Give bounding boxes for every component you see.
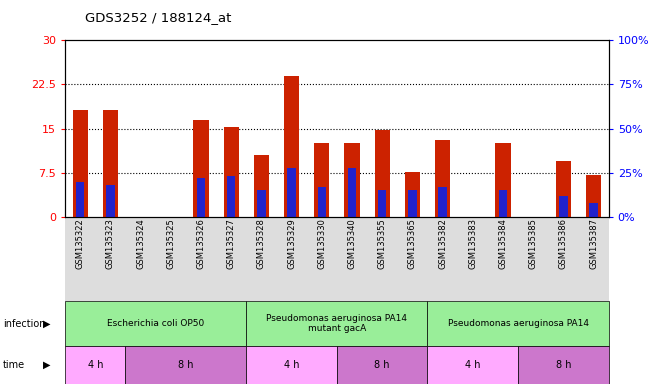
Bar (284, 76, 299, 217)
Bar (344, 143, 359, 217)
Bar (288, 167, 296, 217)
Bar (73, 110, 88, 217)
Text: 8 h: 8 h (374, 360, 390, 370)
Bar (378, 190, 386, 217)
Text: time: time (3, 360, 25, 370)
Bar (435, 141, 450, 217)
Bar (197, 178, 205, 217)
Bar (405, 172, 420, 217)
Bar (106, 185, 115, 217)
Text: 4 h: 4 h (284, 360, 299, 370)
Text: Pseudomonas aeruginosa PA14: Pseudomonas aeruginosa PA14 (448, 319, 589, 328)
Bar (495, 143, 510, 217)
Text: ▶: ▶ (43, 360, 51, 370)
Bar (408, 190, 417, 217)
Bar (374, 131, 390, 217)
Text: Pseudomonas aeruginosa PA14
mutant gacA: Pseudomonas aeruginosa PA14 mutant gacA (266, 314, 408, 333)
Bar (318, 187, 326, 217)
Bar (586, 175, 601, 217)
Bar (76, 182, 85, 217)
Text: 4 h: 4 h (87, 360, 103, 370)
Bar (224, 127, 239, 217)
Bar (559, 196, 568, 217)
Text: ▶: ▶ (43, 318, 51, 329)
Bar (254, 155, 269, 217)
Bar (438, 187, 447, 217)
Bar (227, 176, 236, 217)
Bar (348, 167, 356, 217)
Text: infection: infection (3, 318, 46, 329)
Bar (103, 110, 118, 217)
Text: Escherichia coli OP50: Escherichia coli OP50 (107, 319, 204, 328)
Bar (589, 203, 598, 217)
Bar (556, 161, 571, 217)
Bar (193, 120, 208, 217)
Text: 8 h: 8 h (556, 360, 571, 370)
Text: 8 h: 8 h (178, 360, 193, 370)
Text: 4 h: 4 h (465, 360, 480, 370)
Bar (257, 190, 266, 217)
Bar (499, 190, 507, 217)
Text: GDS3252 / 188124_at: GDS3252 / 188124_at (85, 12, 231, 25)
Bar (314, 143, 329, 217)
